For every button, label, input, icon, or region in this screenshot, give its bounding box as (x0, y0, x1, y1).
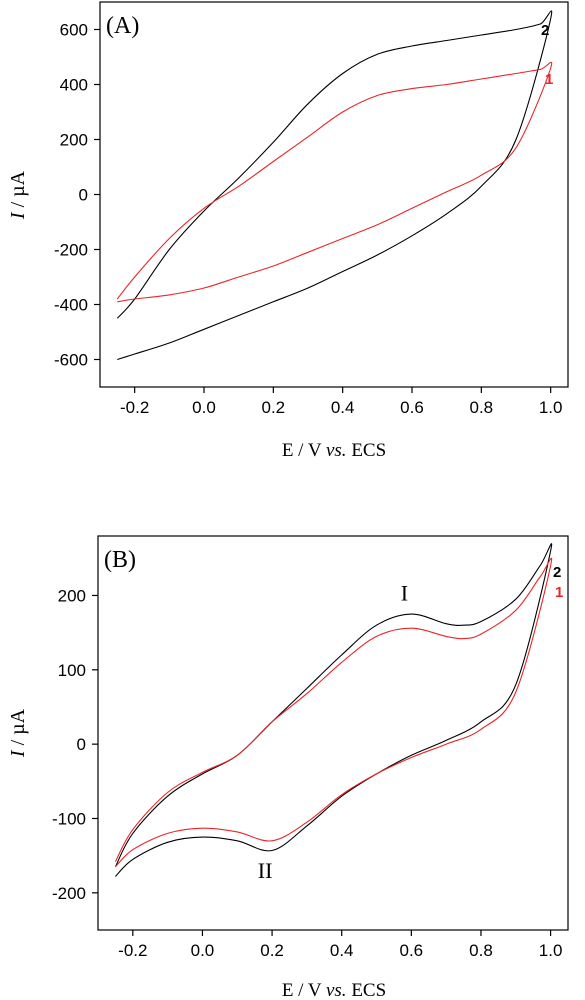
chart-panel-a: -0.2 0.0 0.2 0.4 0.6 0.8 1.0 -600 -400 -200 0 200 40… (7, 1, 569, 461)
y-tick-label-a: 200 (60, 131, 88, 150)
panel-label-b: (B) (104, 547, 136, 573)
series-line-1-b (114, 557, 553, 868)
y-tick-label-a: 600 (60, 21, 88, 40)
peak-label-ii: II (258, 858, 273, 883)
curve-label-1-b: 1 (555, 584, 563, 601)
y-axis-label-b: I / µA (7, 708, 29, 758)
x-axis-label-a: E / V vs. ECS (282, 440, 386, 461)
y-axis-label-a: I / µA (7, 170, 29, 220)
series-group-b (114, 543, 553, 877)
curve-label-2-b: 2 (553, 564, 561, 581)
x-tick-label-a: 0.6 (400, 398, 424, 417)
curve-label-2-a: 2 (541, 22, 549, 39)
chart-panel-b: -0.2 0.0 0.2 0.4 0.6 0.8 1.0 -200 -100 0 100 200 (B… (7, 535, 569, 1000)
y-tick-label-a: -400 (54, 296, 88, 315)
x-tick-label-b: 0.6 (400, 941, 424, 960)
series-group-a (116, 10, 553, 361)
y-tick-label-b: 100 (58, 661, 86, 680)
axis-ticks-b: -0.2 0.0 0.2 0.4 0.6 0.8 1.0 -200 -100 0 100 200 (52, 586, 562, 960)
x-tick-label-a: 0.2 (262, 398, 286, 417)
series-line-2-b (114, 543, 553, 877)
x-tick-label-b: -0.2 (118, 941, 147, 960)
x-tick-label-b: 0.4 (330, 941, 354, 960)
y-tick-label-b: -200 (52, 884, 86, 903)
x-tick-label-b: 0.2 (260, 941, 284, 960)
series-line-2-a (116, 10, 553, 361)
y-tick-label-b: 0 (77, 735, 86, 754)
panel-label-a: (A) (106, 13, 139, 39)
peak-label-i: I (401, 581, 408, 606)
x-tick-label-a: 1.0 (539, 398, 563, 417)
x-axis-label-b: E / V vs. ECS (282, 980, 386, 1000)
x-tick-label-a: -0.2 (120, 398, 149, 417)
plot-frame-a (99, 1, 569, 388)
y-tick-label-a: 0 (79, 186, 88, 205)
x-tick-label-b: 0.8 (469, 941, 493, 960)
y-tick-label-b: -100 (52, 809, 86, 828)
series-line-1-a (116, 61, 553, 303)
x-tick-label-a: 0.8 (470, 398, 494, 417)
x-tick-label-a: 0.0 (192, 398, 216, 417)
curve-label-1-a: 1 (545, 71, 553, 88)
y-tick-label-a: 400 (60, 76, 88, 95)
y-tick-label-b: 200 (58, 586, 86, 605)
y-tick-label-a: -200 (54, 241, 88, 260)
x-tick-label-a: 0.4 (331, 398, 355, 417)
x-tick-label-b: 1.0 (539, 941, 563, 960)
axis-ticks-a: -0.2 0.0 0.2 0.4 0.6 0.8 1.0 -600 -400 -200 0 200 40… (54, 21, 563, 418)
x-tick-label-b: 0.0 (191, 941, 215, 960)
plot-frame-b (97, 535, 569, 931)
y-tick-label-a: -600 (54, 351, 88, 370)
